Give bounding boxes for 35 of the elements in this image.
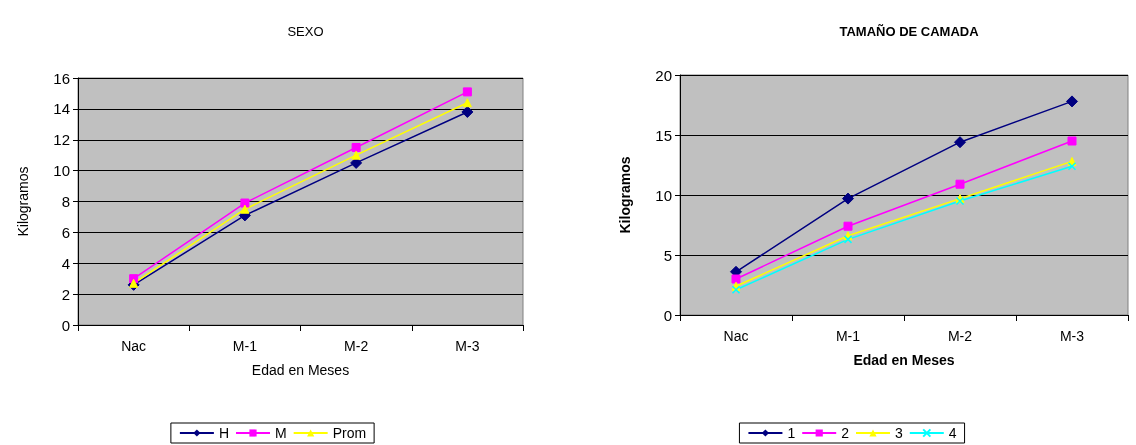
y-tick-label: 4 (61, 254, 70, 272)
chart-title: SEXO (287, 24, 324, 39)
y-axis-title: Kilogramos (617, 156, 633, 234)
legend-label: 1 (787, 425, 796, 441)
x-tick-label: M-3 (1059, 328, 1085, 344)
x-axis-title: Edad en Meses (251, 362, 350, 378)
y-axis-title: Kilogramos (15, 166, 31, 237)
legend-label: 3 (895, 425, 903, 441)
legend-label: 2 (841, 425, 850, 441)
y-tick-label: 8 (61, 193, 70, 210)
x-tick-label: M-2 (947, 328, 973, 344)
x-tick-label: Nac (121, 338, 147, 354)
x-tick-label: M-3 (455, 338, 480, 354)
x-tick-label: M-2 (344, 338, 369, 354)
y-tick-label: 15 (655, 126, 672, 144)
y-tick-label: 10 (655, 186, 672, 204)
y-tick-label: 0 (61, 316, 70, 334)
legend-label: 4 (948, 425, 957, 441)
x-tick-label: M-1 (835, 328, 861, 344)
legend-label: M (275, 425, 287, 441)
legend-label: H (218, 425, 230, 441)
chart-title: TAMAÑO DE CAMADA (839, 24, 980, 39)
y-tick-label: 12 (53, 131, 70, 149)
y-tick-label: 5 (663, 246, 672, 264)
y-tick-label: 14 (53, 100, 70, 118)
y-tick-label: 6 (61, 223, 70, 241)
x-tick-label: M-1 (232, 338, 258, 354)
legend-label: Prom (332, 425, 367, 441)
x-axis-title: Edad en Meses (853, 352, 955, 368)
y-tick-label: 16 (53, 69, 70, 87)
y-tick-label: 0 (663, 306, 672, 324)
y-tick-label: 2 (61, 285, 70, 303)
y-tick-label: 10 (53, 162, 70, 180)
x-tick-label: Nac (723, 328, 749, 344)
y-tick-label: 20 (655, 66, 672, 84)
